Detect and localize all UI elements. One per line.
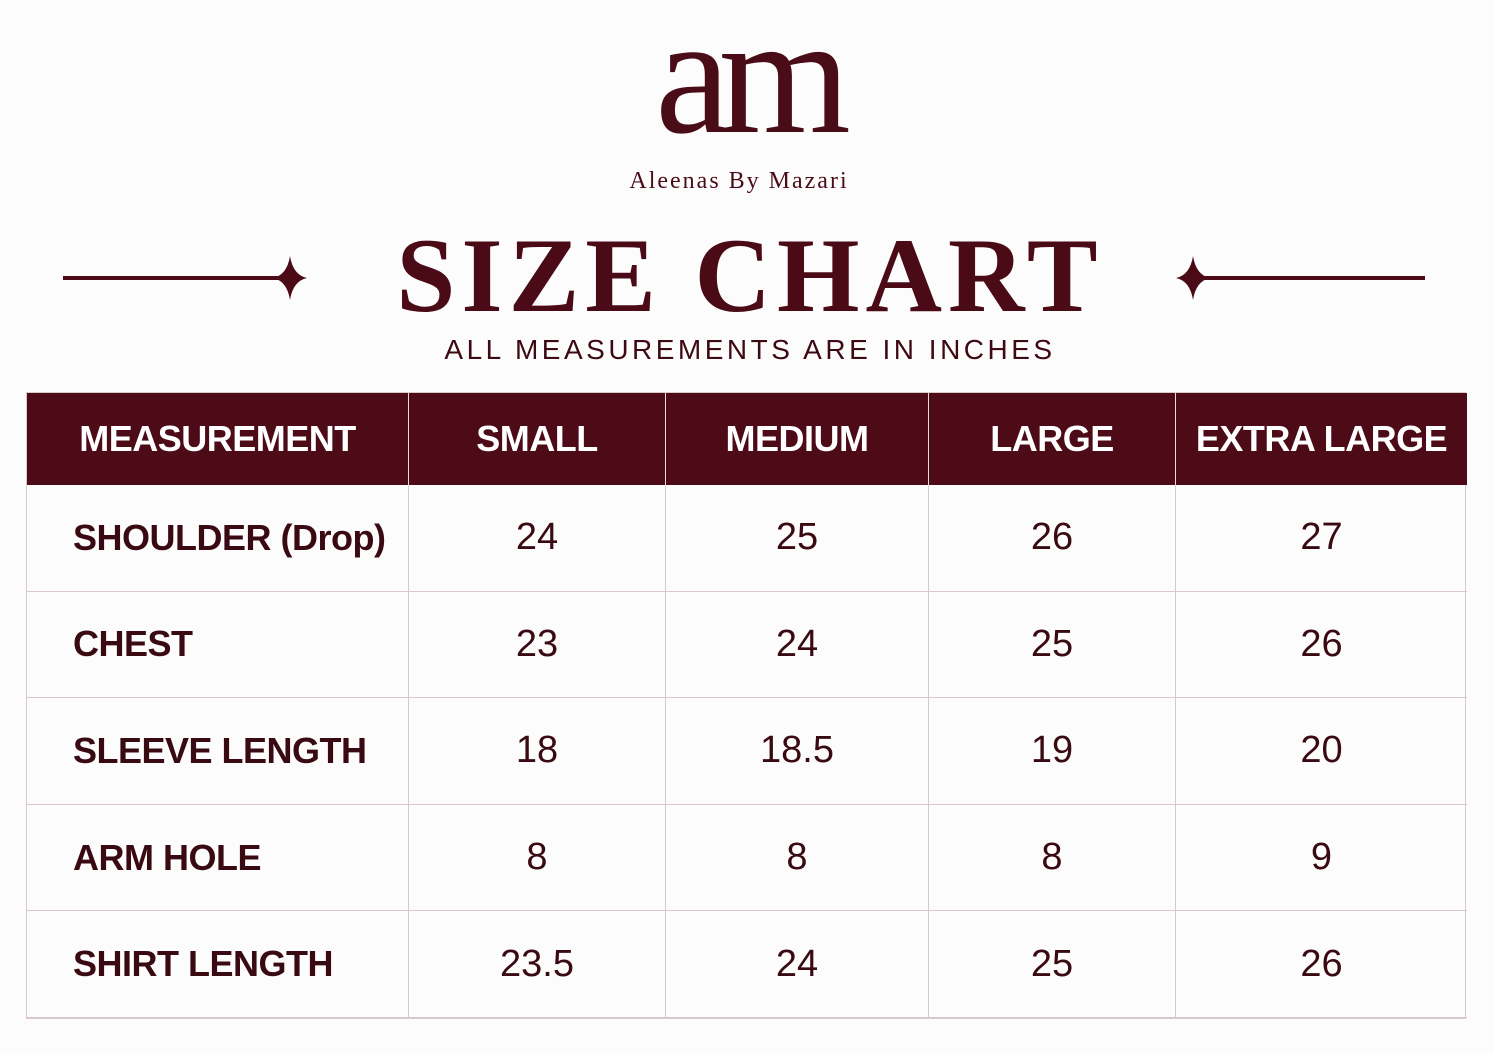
row-label: SHOULDER (Drop): [27, 485, 409, 592]
size-value: 19: [929, 698, 1176, 805]
star: [1176, 256, 1210, 300]
row-label: SHIRT LENGTH: [27, 911, 409, 1018]
header-cell: SMALL: [409, 393, 666, 485]
size-value: 8: [929, 804, 1176, 912]
subtitle: ALL MEASUREMENTS ARE IN INCHES: [444, 334, 1056, 365]
header-cell: LARGE: [929, 393, 1176, 485]
size-value: 24: [409, 485, 666, 592]
header-cell: MEASUREMENT: [27, 393, 409, 485]
logo-monogram: am: [655, 0, 851, 169]
size-value: 25: [929, 911, 1176, 1018]
size-value: 18: [409, 698, 666, 805]
size-value: 25: [929, 591, 1176, 699]
size-value: 23: [409, 591, 666, 699]
size-value: 24: [666, 591, 929, 699]
title: SIZE CHART: [396, 217, 1104, 334]
header-cell: MEDIUM: [666, 393, 929, 485]
size-value: 26: [929, 485, 1176, 592]
row-label: SLEEVE LENGTH: [27, 698, 409, 805]
size-value: 8: [666, 804, 929, 912]
header-cell: EXTRA LARGE: [1176, 393, 1467, 485]
size-table: MEASUREMENT SMALL MEDIUM LARGE EXTRA LARGE SH…: [26, 392, 1467, 1019]
row-label: ARM HOLE: [27, 804, 409, 912]
size-value: 23.5: [409, 911, 666, 1018]
size-value: 18.5: [666, 698, 929, 805]
size-value: 26: [1176, 911, 1467, 1018]
size-value: 9: [1176, 805, 1467, 912]
size-value: 20: [1176, 698, 1467, 805]
size-value: 27: [1176, 485, 1467, 592]
size-value: 25: [666, 485, 929, 592]
star: [273, 256, 307, 300]
row-label: CHEST: [27, 591, 409, 699]
size-value: 8: [409, 804, 666, 912]
size-value: 26: [1176, 592, 1467, 699]
size-value: 24: [666, 911, 929, 1018]
brand-name: Aleenas By Mazari: [629, 168, 849, 194]
